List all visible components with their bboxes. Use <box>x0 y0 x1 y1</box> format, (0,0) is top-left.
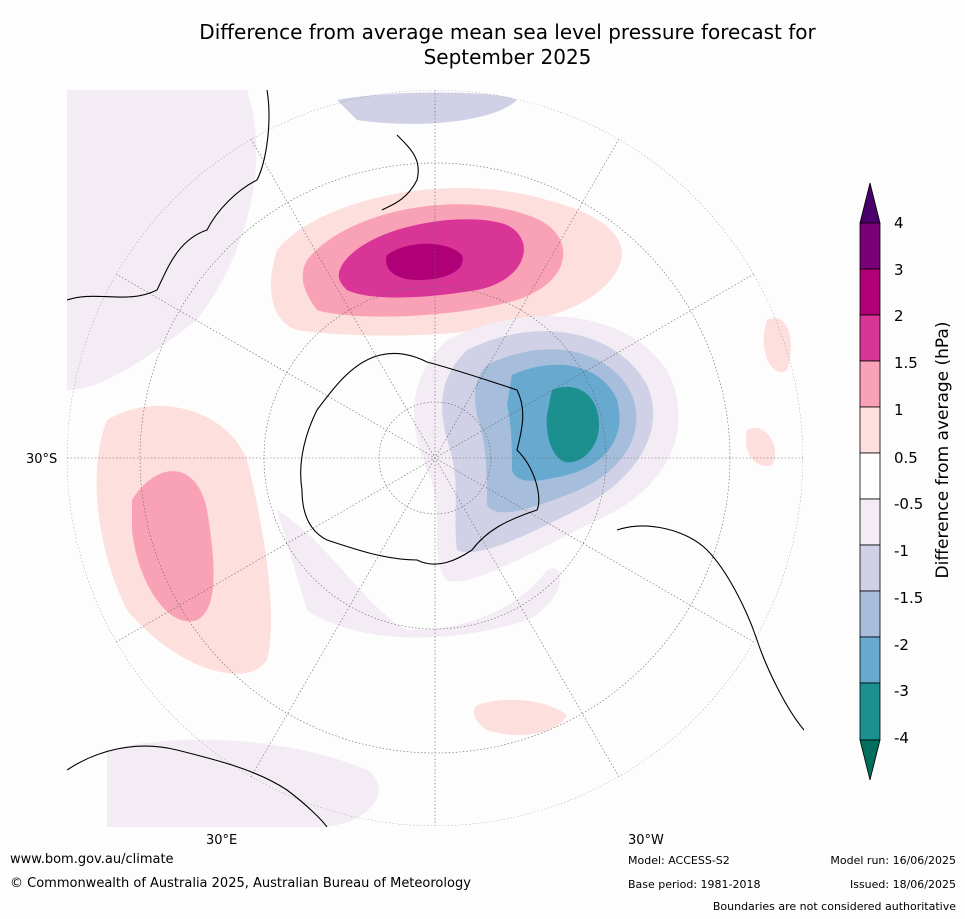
cb-tick-n05: -0.5 <box>894 495 924 513</box>
cb-tick-n4: -4 <box>894 729 909 747</box>
pos-patch-east <box>763 318 791 372</box>
lat-label-30s: 30°S <box>26 452 58 467</box>
colorbar-bin-n1 <box>859 544 881 592</box>
map-svg <box>67 90 804 827</box>
coastlines <box>67 90 804 827</box>
issued-text: Issued: 18/06/2025 <box>849 878 956 891</box>
base-period-text: Base period: 1981-2018 <box>628 878 761 891</box>
colorbar-bin-4 <box>859 222 881 270</box>
copyright-text: © Commonwealth of Australia 2025, Austra… <box>10 876 471 891</box>
lon-label-30e: 30°E <box>206 833 238 848</box>
title-line-1: Difference from average mean sea level p… <box>199 20 816 44</box>
cb-tick-1: 1 <box>894 401 904 419</box>
neg-anomaly-region-australia <box>67 90 257 390</box>
cb-tick-n15: -1.5 <box>894 589 924 607</box>
colorbar-bin-n15 <box>859 590 881 638</box>
cb-tick-n3: -3 <box>894 682 909 700</box>
meridian-6 <box>115 273 755 643</box>
cb-tick-05: 0.5 <box>894 449 918 467</box>
colorbar-bin-2 <box>859 314 881 362</box>
antarctica-coast <box>300 352 540 565</box>
pos-patch-southeast <box>474 699 567 735</box>
neg-anomaly-region-atlantic <box>277 510 561 638</box>
anomaly-shading <box>67 90 791 827</box>
disclaimer-text: Boundaries are not considered authoritat… <box>712 900 956 913</box>
cb-tick-n1: -1 <box>894 542 909 560</box>
colorbar-bin-n3 <box>859 682 881 741</box>
colorbar: 4 3 2 1.5 1 0.5 -0.5 -1 -1.5 -2 -3 -4 <box>850 180 965 785</box>
colorbar-bin-1 <box>859 406 881 454</box>
title-line-2: September 2025 <box>423 45 592 69</box>
polar-map <box>67 90 804 827</box>
colorbar-bin-n2 <box>859 636 881 684</box>
south-america-coast <box>616 525 804 731</box>
pos-patch-east2 <box>746 428 776 466</box>
pos-anomaly-indian-1 <box>132 471 214 622</box>
colorbar-bin-15 <box>859 360 881 408</box>
lon-label-30w: 30°W <box>628 833 664 848</box>
cb-tick-n2: -2 <box>894 636 909 654</box>
neg-anomaly-region-south <box>337 92 517 124</box>
colorbar-bin-n05 <box>859 498 881 546</box>
colorbar-extend-top <box>859 182 881 224</box>
neg-anomaly-region-africa <box>107 739 379 827</box>
cb-tick-2: 2 <box>894 307 904 325</box>
chart-title: Difference from average mean sea level p… <box>150 20 865 70</box>
colorbar-bin-05 <box>859 452 881 500</box>
pos-anomaly-2 <box>386 243 463 280</box>
africa-coast <box>67 745 328 827</box>
model-run-text: Model run: 16/06/2025 <box>830 854 956 867</box>
graticule <box>67 90 803 826</box>
colorbar-label-text: Difference from average (hPa) <box>933 321 953 579</box>
cb-tick-15: 1.5 <box>894 354 918 372</box>
australia-coast <box>67 90 270 301</box>
model-text: Model: ACCESS-S2 <box>628 854 730 867</box>
colorbar-svg <box>859 182 881 781</box>
cb-tick-3: 3 <box>894 261 904 279</box>
colorbar-label: Difference from average (hPa) <box>893 260 965 640</box>
website-link[interactable]: www.bom.gov.au/climate <box>10 852 174 867</box>
colorbar-bin-3 <box>859 268 881 316</box>
cb-tick-4: 4 <box>894 214 904 232</box>
new-zealand-coast <box>381 134 419 211</box>
colorbar-extend-bottom <box>859 739 881 781</box>
neg-anomaly-3 <box>546 386 599 463</box>
